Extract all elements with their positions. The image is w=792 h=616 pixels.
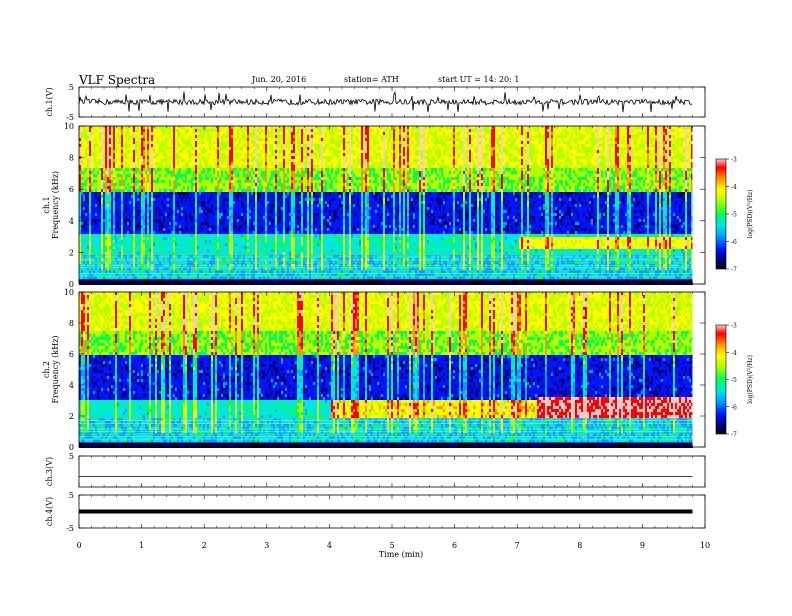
- colorbar-tick-label: -4: [731, 184, 737, 191]
- y-tick-label: 8: [69, 319, 74, 328]
- x-tick-label: 6: [452, 541, 457, 550]
- panel-frame: [79, 456, 705, 487]
- colorbar-label: log(PSD)(V²/Hz): [747, 190, 754, 239]
- x-tick-label: 5: [389, 541, 394, 550]
- x-tick-label: 9: [640, 541, 645, 550]
- y-tick-label: -5: [66, 113, 74, 122]
- no-data-region: [692, 126, 705, 284]
- y-axis-label: ch.1(V): [45, 87, 54, 116]
- colorbar-tick-label: -3: [731, 157, 737, 164]
- colorbar-tick-label: -7: [731, 267, 737, 274]
- x-tick-label: 10: [700, 541, 710, 550]
- ch2-colorbar: -3 -4 -5 -6 -7 log(PSD)(V²/Hz): [716, 323, 754, 439]
- colorbar-tick-label: -3: [731, 323, 737, 330]
- spectrogram-image: [79, 292, 693, 448]
- y-axis-label: ch.1Frequency (kHz): [42, 171, 60, 239]
- y-tick-label: 4: [69, 217, 74, 226]
- y-tick-label: 5: [69, 452, 74, 461]
- y-tick-label: -5: [66, 524, 74, 533]
- y-axis-label: ch.3(V): [45, 457, 54, 486]
- y-tick-label: 10: [64, 288, 74, 297]
- ch2-spectrogram-panel: 0 2 4 6 8 10 ch.2Frequency (kHz): [42, 288, 705, 452]
- colorbar-label: log(PSD)(V²/Hz): [747, 355, 754, 404]
- x-tick-label: 0: [76, 541, 81, 550]
- colorbar-tick-label: -7: [731, 432, 737, 439]
- colorbar-tick-label: -5: [731, 377, 737, 384]
- x-tick-label: 7: [515, 541, 520, 550]
- x-tick-label: 3: [264, 541, 269, 550]
- colorbar-gradient: [716, 325, 726, 434]
- y-axis-label: ch.4(V): [45, 497, 54, 526]
- time-axis: 0 1 2 3 4 5 6 7 8 9 10: [76, 541, 710, 550]
- colorbar-tick-label: -6: [731, 404, 737, 411]
- ch1-waveform-line: [79, 92, 692, 113]
- y-tick-label: 8: [69, 154, 74, 163]
- x-tick-label: 2: [202, 541, 207, 550]
- no-data-region: [692, 292, 705, 447]
- y-tick-label: 0: [69, 443, 74, 452]
- xaxis-label: Time (min): [379, 550, 423, 559]
- y-tick-label: 2: [69, 412, 74, 421]
- station-label: station= ATH: [344, 75, 399, 84]
- x-tick-label: 8: [577, 541, 582, 550]
- date-label: Jun. 20, 2016: [251, 75, 306, 84]
- ch1-waveform-panel: 5 -5 ch.1(V): [45, 83, 705, 122]
- x-tick-label: 4: [327, 541, 332, 550]
- y-tick-label: 5: [69, 83, 74, 92]
- y-tick-label: 2: [69, 248, 74, 257]
- y-tick-label: 10: [64, 122, 74, 131]
- ch4-waveform-panel: 5 -5 ch.4(V): [45, 491, 705, 533]
- colorbar-tick-label: -4: [731, 350, 737, 357]
- y-tick-label: 4: [69, 381, 74, 390]
- start-ut-label: start UT = 14: 20: 1: [438, 75, 519, 84]
- colorbar-tick-label: -5: [731, 212, 737, 219]
- colorbar-tick-label: -6: [731, 239, 737, 246]
- x-tick-label: 1: [139, 541, 144, 550]
- colorbar-gradient: [716, 159, 726, 269]
- ch3-waveform-panel: 5 ch.3(V): [45, 452, 705, 487]
- spectrogram-image: [79, 126, 693, 285]
- ch1-colorbar: -3 -4 -5 -6 -7 log(PSD)(V²/Hz): [716, 157, 754, 274]
- y-tick-label: 5: [69, 491, 74, 500]
- y-tick-label: 6: [69, 350, 74, 359]
- y-tick-label: 6: [69, 185, 74, 194]
- y-axis-label: ch.2Frequency (kHz): [42, 335, 60, 403]
- figure-title: VLF Spectra: [78, 73, 155, 87]
